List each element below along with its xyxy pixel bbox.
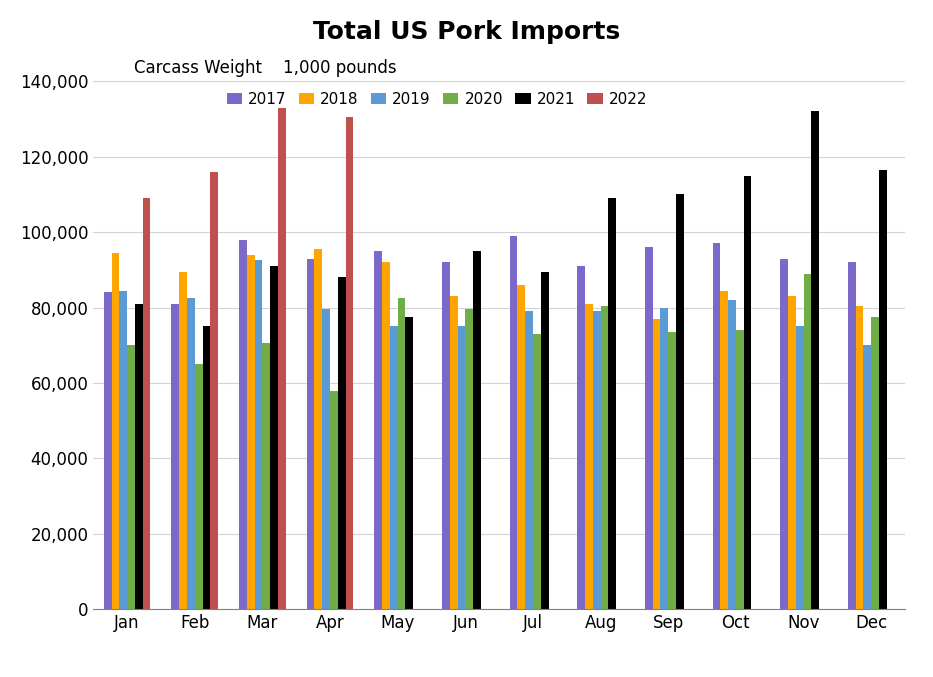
Bar bbox=[601, 306, 608, 609]
Bar bbox=[736, 330, 744, 609]
Bar bbox=[314, 249, 322, 609]
Bar bbox=[179, 271, 187, 609]
Bar bbox=[676, 194, 684, 609]
Bar bbox=[780, 259, 788, 609]
Bar bbox=[397, 298, 406, 609]
Bar bbox=[247, 255, 255, 609]
Bar bbox=[271, 266, 278, 609]
Bar bbox=[322, 309, 330, 609]
Bar bbox=[239, 240, 247, 609]
Bar bbox=[135, 304, 143, 609]
Bar bbox=[608, 198, 616, 609]
Bar bbox=[473, 251, 480, 609]
Bar bbox=[307, 259, 314, 609]
Bar bbox=[541, 271, 549, 609]
Bar bbox=[406, 317, 413, 609]
Bar bbox=[383, 262, 390, 609]
Bar bbox=[127, 345, 135, 609]
Bar bbox=[374, 251, 383, 609]
Text: Total US Pork Imports: Total US Pork Imports bbox=[313, 20, 620, 44]
Bar bbox=[466, 309, 473, 609]
Bar bbox=[442, 262, 450, 609]
Bar bbox=[457, 326, 466, 609]
Bar bbox=[330, 391, 338, 609]
Bar bbox=[645, 247, 653, 609]
Bar bbox=[525, 311, 533, 609]
Bar bbox=[262, 343, 271, 609]
Bar bbox=[450, 297, 457, 609]
Bar bbox=[720, 290, 728, 609]
Bar bbox=[278, 108, 285, 609]
Bar bbox=[338, 278, 345, 609]
Bar bbox=[653, 319, 661, 609]
Bar bbox=[744, 175, 751, 609]
Bar bbox=[879, 170, 886, 609]
Bar bbox=[255, 261, 262, 609]
Bar bbox=[533, 334, 541, 609]
Bar bbox=[592, 311, 601, 609]
Bar bbox=[578, 266, 585, 609]
Bar bbox=[661, 307, 668, 609]
Text: Carcass Weight    1,000 pounds: Carcass Weight 1,000 pounds bbox=[134, 59, 397, 77]
Bar bbox=[119, 290, 127, 609]
Bar bbox=[390, 326, 397, 609]
Bar bbox=[202, 326, 210, 609]
Bar bbox=[856, 306, 863, 609]
Bar bbox=[863, 345, 871, 609]
Bar bbox=[668, 332, 676, 609]
Bar bbox=[812, 112, 819, 609]
Bar bbox=[112, 253, 119, 609]
Bar bbox=[195, 364, 202, 609]
Bar bbox=[585, 304, 592, 609]
Bar bbox=[104, 292, 112, 609]
Bar bbox=[871, 317, 879, 609]
Bar bbox=[518, 285, 525, 609]
Bar bbox=[788, 297, 796, 609]
Legend: 2017, 2018, 2019, 2020, 2021, 2022: 2017, 2018, 2019, 2020, 2021, 2022 bbox=[227, 91, 648, 106]
Bar bbox=[713, 244, 720, 609]
Bar bbox=[728, 300, 736, 609]
Bar bbox=[803, 274, 812, 609]
Bar bbox=[172, 304, 179, 609]
Bar bbox=[345, 117, 354, 609]
Bar bbox=[187, 298, 195, 609]
Bar bbox=[848, 262, 856, 609]
Bar bbox=[796, 326, 803, 609]
Bar bbox=[143, 198, 150, 609]
Bar bbox=[210, 172, 218, 609]
Bar bbox=[509, 236, 518, 609]
